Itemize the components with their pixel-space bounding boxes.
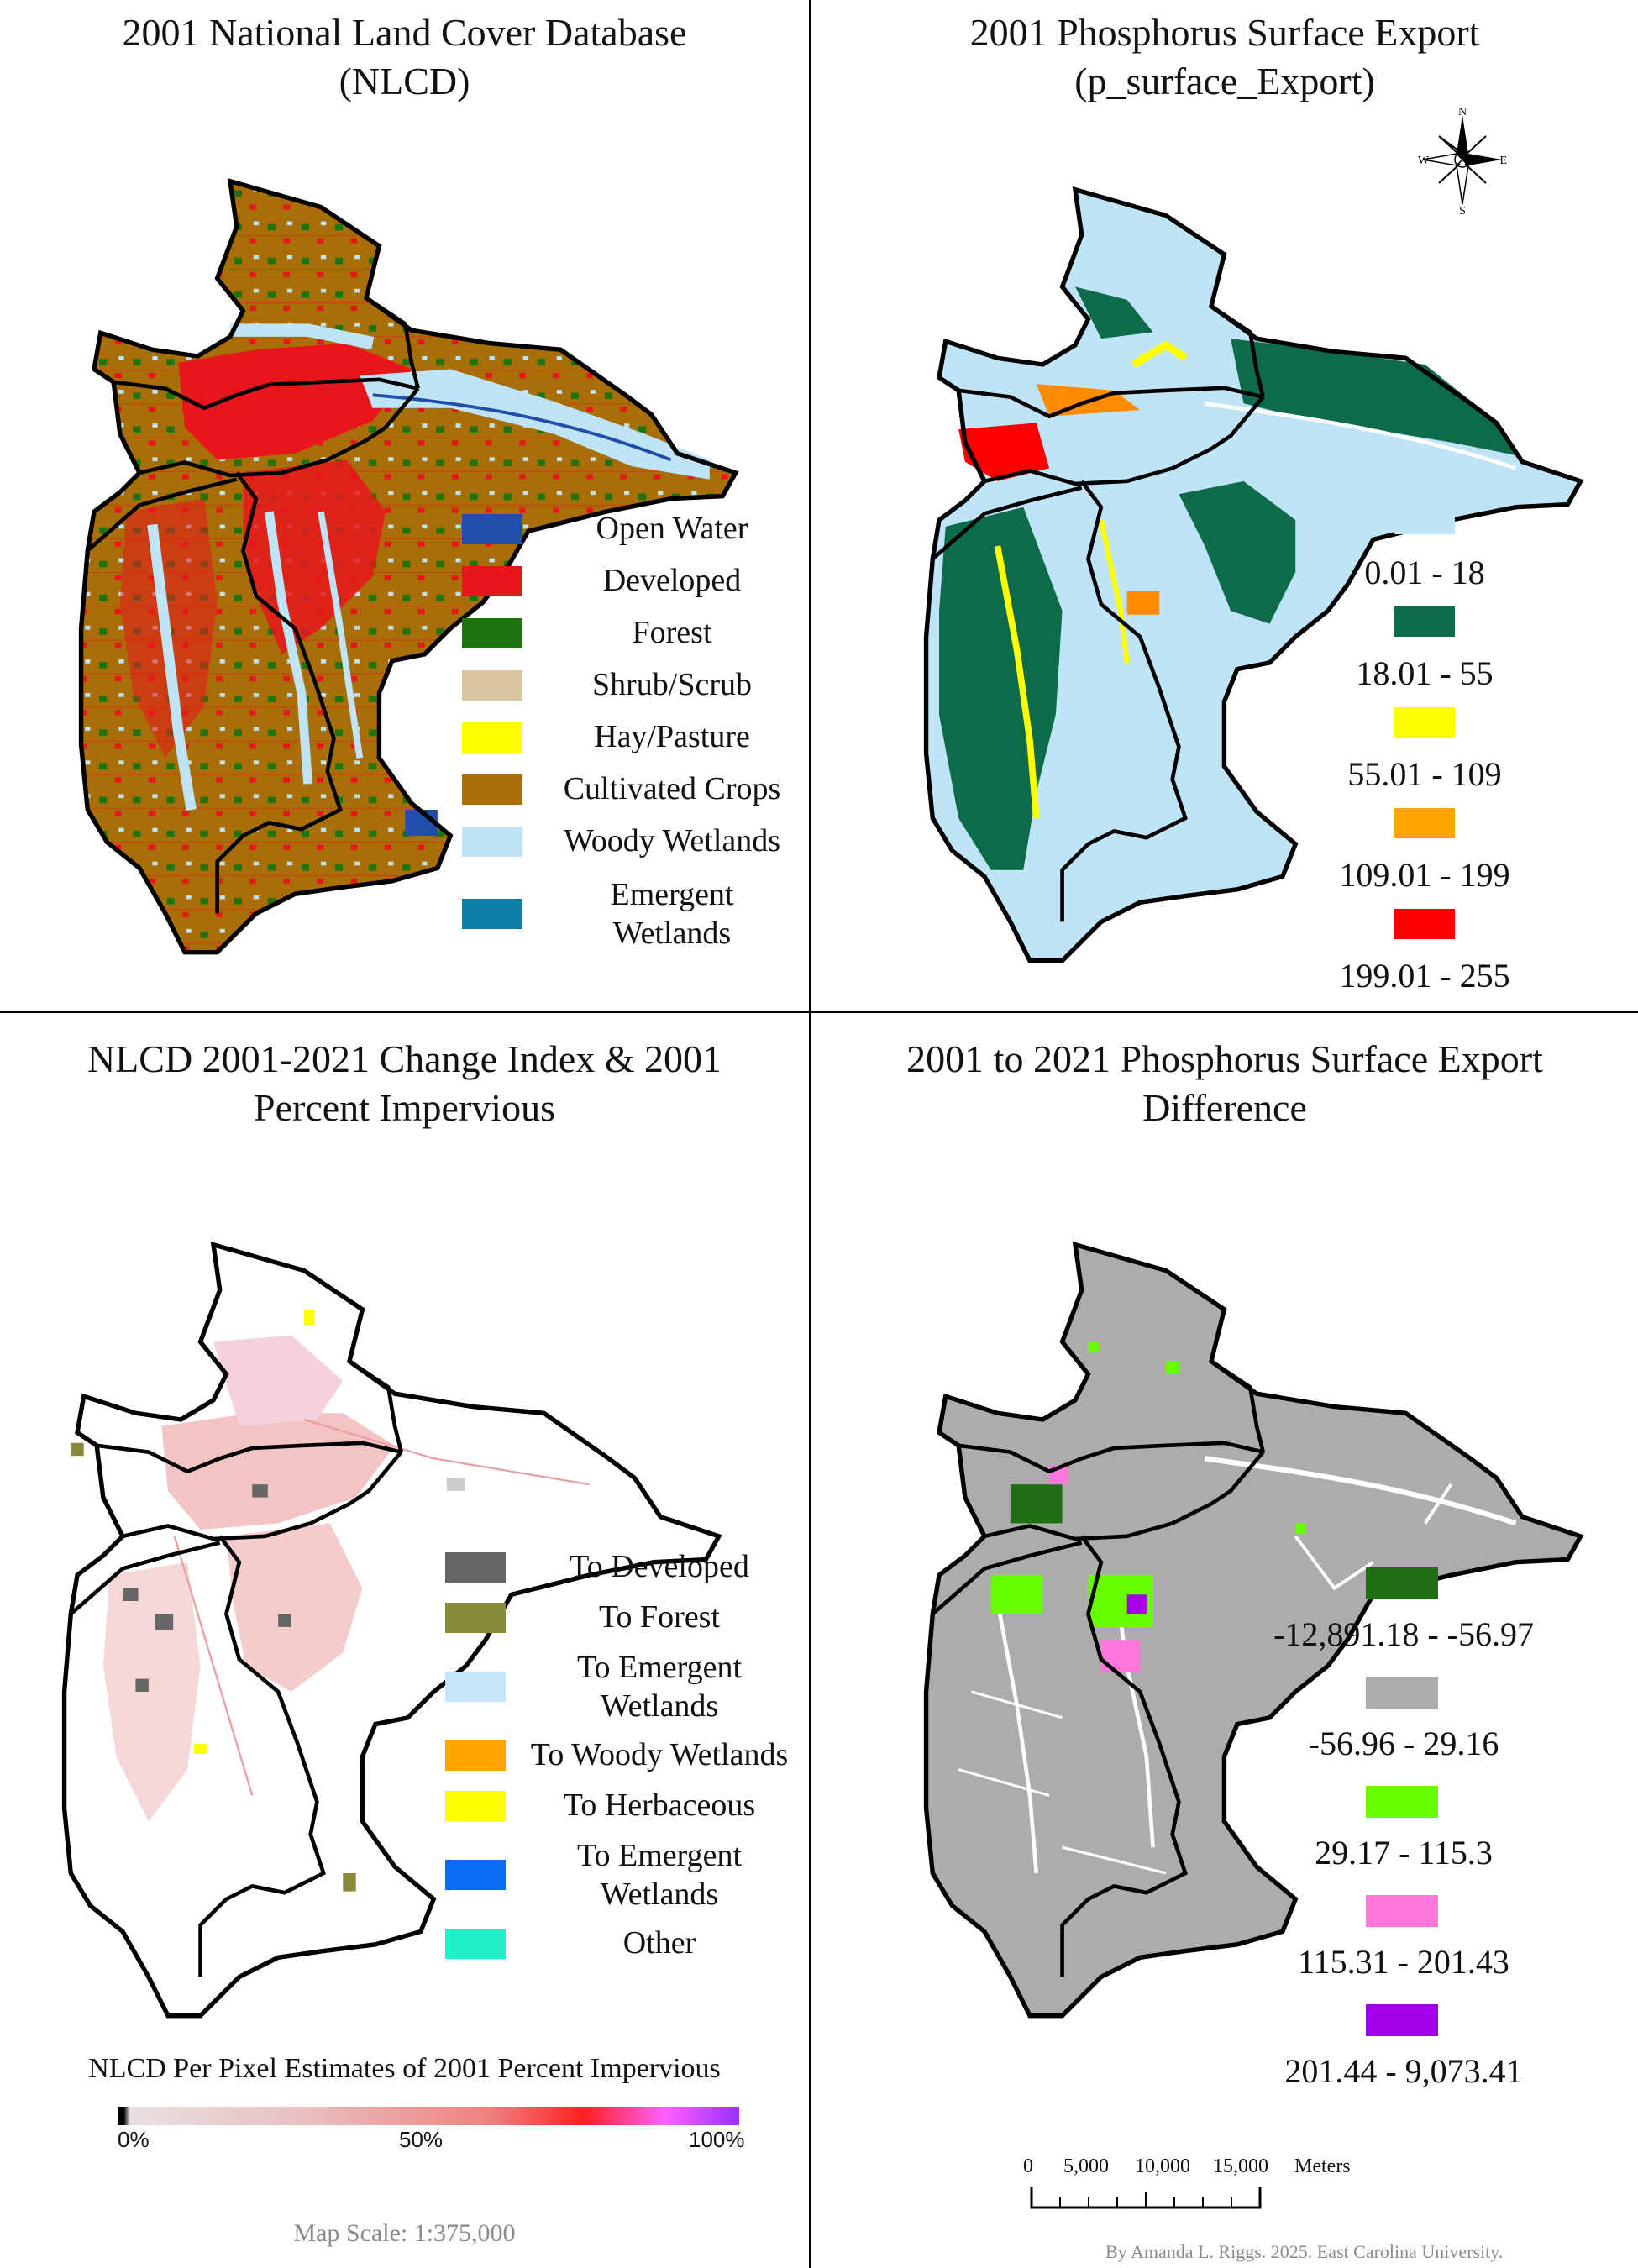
diff-label-2: -56.96 - 29.16 (1265, 1724, 1542, 1763)
phos-label-4: 109.01 - 199 (1332, 855, 1517, 895)
change-swatch-herbaceous (445, 1791, 506, 1821)
legend-swatch-forest (462, 618, 522, 648)
impervious-title: NLCD Per Pixel Estimates of 2001 Percent… (0, 2053, 809, 2085)
change-swatch-emergent-1 (445, 1672, 506, 1702)
change-swatch-woody (445, 1740, 506, 1771)
change-legend: To Developed To Forest To Emergent Wetla… (445, 1551, 806, 2004)
change-label-forest: To Forest (512, 1598, 806, 1636)
change-label-woody: To Woody Wetlands (512, 1735, 806, 1774)
scale-unit: Meters (1294, 2155, 1351, 2178)
change-label-emergent-1: To Emergent Wetlands (571, 1648, 748, 1725)
phos-swatch-4 (1394, 808, 1455, 838)
impervious-tick-0: 0% (118, 2127, 150, 2153)
phos-label-2: 18.01 - 55 (1332, 654, 1517, 693)
legend-label-developed: Developed (546, 561, 798, 600)
legend-swatch-developed (462, 566, 522, 596)
legend-label-crops: Cultivated Crops (546, 769, 798, 808)
nlcd-legend: Open Water Developed Forest Shrub/Scrub … (462, 504, 798, 966)
phos-label-3: 55.01 - 109 (1332, 754, 1517, 794)
scale-tick-15000: 15,000 (1213, 2155, 1268, 2178)
phos-swatch-1 (1394, 504, 1455, 534)
legend-label-woody-wetlands: Woody Wetlands (546, 822, 798, 860)
difference-legend: -12,891.18 - -56.97 -56.96 - 29.16 29.17… (1265, 1567, 1618, 2021)
scale-tick-5000: 5,000 (1063, 2155, 1109, 2178)
change-swatch-developed (445, 1552, 506, 1583)
legend-label-open-water: Open Water (546, 509, 798, 548)
panel-phosphorus: 2001 Phosphorus Surface Export (p_surfac… (811, 0, 1638, 1011)
phos-swatch-5 (1394, 909, 1455, 939)
scale-bar-graphic (1030, 2186, 1265, 2211)
legend-swatch-woody-wetlands (462, 827, 522, 857)
panel-change-index: NLCD 2001-2021 Change Index & 2001 Perce… (0, 1013, 809, 2268)
diff-swatch-1 (1366, 1567, 1438, 1599)
change-swatch-forest (445, 1603, 506, 1633)
panel-nlcd: 2001 National Land Cover Database (NLCD) (0, 0, 809, 1011)
phos-swatch-3 (1394, 707, 1455, 738)
scale-bar: 0 5,000 10,000 15,000 Meters (1030, 2155, 1399, 2239)
change-label-herbaceous: To Herbaceous (512, 1786, 806, 1824)
phos-label-5: 199.01 - 255 (1332, 956, 1517, 995)
phos-label-1: 0.01 - 18 (1332, 553, 1517, 592)
diff-swatch-4 (1366, 1895, 1438, 1927)
legend-label-shrub: Shrub/Scrub (546, 665, 798, 704)
legend-label-emergent-wetlands: Emergent Wetlands (596, 875, 748, 953)
diff-label-5: 201.44 - 9,073.41 (1265, 2051, 1542, 2091)
panel-phosphorus-title: 2001 Phosphorus Surface Export (p_surfac… (811, 8, 1638, 106)
legend-swatch-open-water (462, 514, 522, 544)
diff-swatch-5 (1366, 2004, 1438, 2036)
scale-tick-10000: 10,000 (1135, 2155, 1190, 2178)
credit-text: By Amanda L. Riggs. 2025. East Carolina … (1105, 2241, 1503, 2263)
legend-label-forest: Forest (546, 613, 798, 652)
legend-label-hay: Hay/Pasture (546, 717, 798, 756)
diff-label-1: -12,891.18 - -56.97 (1265, 1614, 1542, 1654)
panel-difference-title: 2001 to 2021 Phosphorus Surface Export D… (811, 1035, 1638, 1132)
difference-legend-last: 201.44 - 9,073.41 (1265, 2004, 1618, 2097)
change-swatch-other (445, 1929, 506, 1959)
phos-swatch-2 (1394, 606, 1455, 637)
phosphorus-legend: 0.01 - 18 18.01 - 55 55.01 - 109 109.01 … (1332, 504, 1584, 1008)
impervious-tick-50: 50% (399, 2127, 443, 2153)
legend-swatch-emergent-wetlands (462, 899, 522, 929)
change-swatch-emergent-2 (445, 1860, 506, 1890)
map-scale-text: Map Scale: 1:375,000 (0, 2219, 809, 2248)
change-label-developed: To Developed (512, 1547, 806, 1586)
change-label-emergent-2: To Emergent Wetlands (571, 1836, 748, 1914)
impervious-gradient-bar (118, 2107, 739, 2125)
diff-swatch-2 (1366, 1677, 1438, 1709)
change-label-other: Other (512, 1924, 806, 1962)
panel-difference: 2001 to 2021 Phosphorus Surface Export D… (811, 1013, 1638, 2268)
legend-swatch-shrub (462, 670, 522, 701)
legend-swatch-hay (462, 722, 522, 753)
diff-label-3: 29.17 - 115.3 (1265, 1833, 1542, 1872)
panel-change-title: NLCD 2001-2021 Change Index & 2001 Perce… (0, 1035, 809, 1132)
diff-swatch-3 (1366, 1786, 1438, 1818)
diff-label-4: 115.31 - 201.43 (1265, 1942, 1542, 1982)
scale-tick-0: 0 (1023, 2155, 1033, 2178)
legend-swatch-crops (462, 774, 522, 805)
impervious-tick-100: 100% (689, 2127, 745, 2153)
